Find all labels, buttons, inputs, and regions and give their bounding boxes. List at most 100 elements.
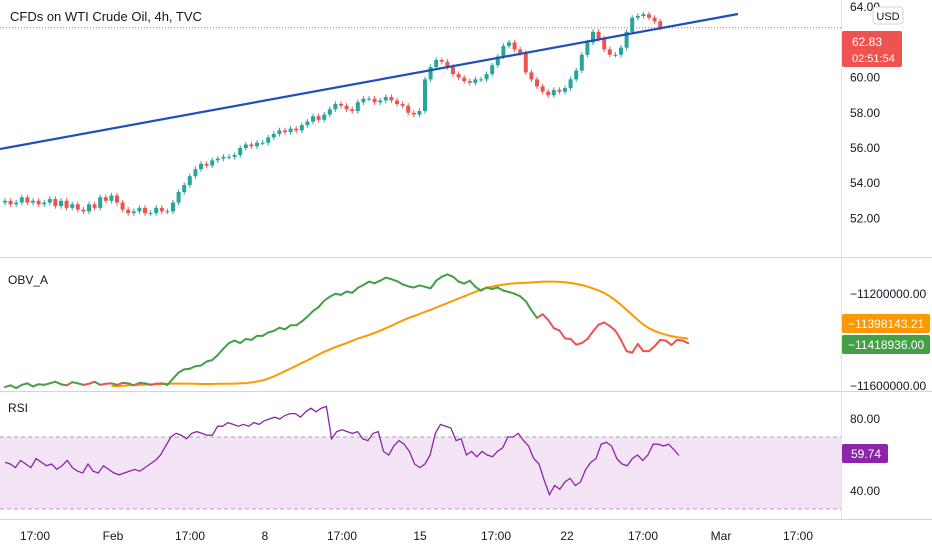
price-tick: 54.00 — [850, 176, 880, 190]
obv-segment — [429, 279, 438, 290]
obv-segment — [166, 377, 174, 386]
candle — [406, 105, 411, 113]
candle — [103, 197, 108, 201]
obv-segment — [670, 338, 678, 347]
rsi-plot — [4, 405, 680, 497]
candle — [529, 72, 534, 80]
candle — [652, 17, 657, 22]
candle — [596, 31, 601, 39]
rsi-tick: 80.00 — [850, 412, 880, 426]
candle — [305, 121, 310, 126]
candle — [462, 77, 467, 82]
obv-ma-line — [111, 280, 689, 387]
obv-segment — [681, 339, 690, 345]
obv-segment — [328, 292, 337, 298]
obv-segment — [558, 329, 566, 340]
obv-segment — [631, 342, 639, 354]
candle — [484, 74, 489, 80]
candle — [619, 47, 623, 55]
candle — [658, 21, 663, 28]
obv-segment — [603, 321, 611, 327]
candle — [87, 204, 91, 212]
obv-segment — [32, 383, 40, 388]
symbol-title[interactable]: CFDs on WTI Crude Oil, 4h, TVC — [10, 9, 202, 24]
time-tick: 17:00 — [481, 529, 511, 543]
candle — [467, 81, 472, 83]
candle — [70, 204, 75, 208]
candle — [479, 79, 483, 81]
candle — [563, 88, 567, 92]
obv-segment — [435, 275, 443, 282]
candle — [518, 49, 523, 53]
candle — [641, 14, 646, 16]
rsi-value: 59.74 — [851, 447, 881, 461]
rsi-line — [4, 405, 680, 497]
time-tick: 22 — [560, 529, 574, 543]
candle — [81, 209, 86, 212]
candle — [383, 96, 388, 101]
candle — [204, 163, 209, 166]
obv-segment — [496, 286, 505, 292]
candle — [299, 125, 304, 131]
candle — [53, 199, 58, 207]
candle — [260, 142, 265, 144]
time-tick: Feb — [103, 529, 124, 543]
candle — [311, 116, 315, 122]
obv-tick: −11600000.00 — [850, 379, 927, 393]
obv-plot — [4, 273, 690, 390]
candle — [574, 70, 579, 80]
obv-segment — [356, 284, 365, 289]
candle — [546, 91, 551, 96]
obv-segment — [15, 383, 23, 390]
candle — [473, 79, 478, 83]
candle — [501, 45, 506, 57]
candle — [607, 49, 612, 55]
time-tick: 15 — [413, 529, 427, 543]
obv-segment — [132, 381, 141, 387]
candle — [333, 104, 338, 110]
rsi-label[interactable]: RSI — [8, 401, 28, 415]
candle — [512, 42, 517, 50]
obv-segment — [592, 323, 600, 333]
obv-segment — [524, 300, 533, 312]
candle — [624, 31, 629, 48]
obv-segment — [188, 365, 197, 370]
candle — [31, 200, 35, 203]
candle — [47, 199, 52, 203]
obv-segment — [200, 360, 208, 367]
obv-segment — [653, 338, 662, 348]
obv-segment — [300, 315, 309, 323]
candle — [120, 202, 125, 210]
obv-segment — [519, 295, 527, 303]
obv-segment — [250, 334, 258, 341]
obv-segment — [446, 273, 454, 278]
obv-segment — [440, 273, 449, 278]
price-tick: 58.00 — [850, 106, 880, 120]
obv-segment — [608, 324, 617, 332]
obv-badge — [842, 335, 930, 354]
obv-segment — [9, 384, 18, 390]
candle — [350, 109, 355, 112]
candle — [36, 200, 41, 205]
candle — [400, 104, 405, 106]
time-axis[interactable]: 17:00 Feb 17:00 8 17:00 15 17:00 22 17:00 Mar 17:0… — [20, 529, 813, 543]
candle — [283, 130, 287, 133]
price-tick: 56.00 — [850, 141, 880, 155]
candle — [367, 98, 371, 100]
currency-button[interactable] — [872, 6, 904, 25]
candle — [271, 133, 276, 138]
obv-segment — [93, 380, 102, 386]
trendline[interactable] — [0, 12, 739, 151]
candle — [176, 192, 181, 203]
obv-segment — [222, 342, 230, 350]
obv-segment — [228, 339, 236, 345]
candle — [585, 42, 590, 55]
candle — [495, 56, 500, 66]
obv-segment — [541, 313, 550, 321]
obv-segment — [580, 338, 589, 345]
obv-label[interactable]: OBV_A — [8, 273, 48, 287]
obv-segment — [211, 353, 219, 362]
obv-value: −11418936.00 — [848, 338, 925, 352]
